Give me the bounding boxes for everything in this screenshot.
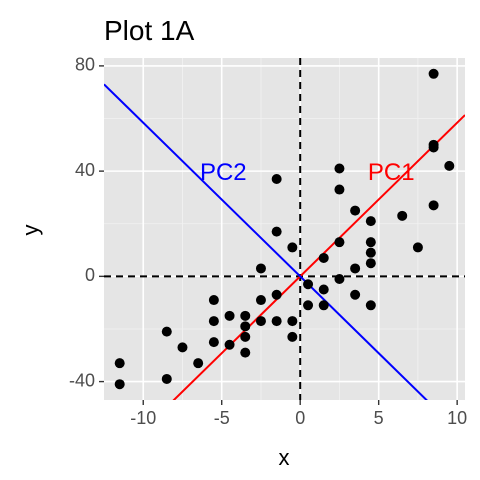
data-point [240,310,251,321]
x-tick-label: -5 [214,408,230,428]
pc1-line [172,114,465,400]
data-point [318,252,329,263]
data-point [287,331,298,342]
data-point [365,237,376,248]
x-tick-label: -10 [130,408,156,428]
x-tick-label: 10 [447,408,467,428]
data-point [240,321,251,332]
data-point [255,316,266,327]
y-tick-label: 0 [85,265,95,285]
data-point [303,300,314,311]
y-tick-label: 80 [75,55,95,75]
data-point [177,342,188,353]
data-point [271,316,282,327]
y-tick-label: -40 [69,370,95,390]
data-point [350,263,361,274]
x-tick-label: 0 [295,408,305,428]
data-point [193,358,204,369]
data-point [224,310,235,321]
data-point [287,242,298,253]
x-axis-title: x [279,445,290,470]
data-point [318,300,329,311]
data-point [161,373,172,384]
data-point [365,216,376,227]
data-point [397,210,408,221]
panel-content: PC1 PC2 [104,58,465,400]
data-point [365,247,376,258]
data-point [444,160,455,171]
data-point [350,289,361,300]
panel-background [104,58,465,400]
data-point [271,174,282,185]
data-point [271,226,282,237]
data-point [365,300,376,311]
data-point [208,337,219,348]
data-point [240,347,251,358]
data-point [161,326,172,337]
data-point [365,258,376,269]
data-point [334,163,345,174]
plot-panel: PC1 PC2 [104,58,465,400]
y-axis-title: y [18,225,43,236]
data-point [334,273,345,284]
data-point [334,237,345,248]
data-point [114,379,125,390]
data-point [114,358,125,369]
y-axis: -40 0 40 80 [69,55,104,390]
data-point [208,316,219,327]
data-point [428,68,439,79]
data-point [428,139,439,150]
pc1-label: PC1 [368,159,415,186]
data-point [271,289,282,300]
data-point [303,279,314,290]
x-axis: -10 -5 0 5 10 [130,400,467,428]
data-point [224,339,235,350]
data-point [334,184,345,195]
data-point [255,263,266,274]
data-point [412,242,423,253]
chart-title: Plot 1A [104,15,195,46]
y-tick-label: 40 [75,160,95,180]
data-point [318,284,329,295]
x-tick-label: 5 [374,408,384,428]
data-point [208,295,219,306]
data-point [255,295,266,306]
pc2-label: PC2 [200,159,247,186]
data-point [240,331,251,342]
data-point [428,200,439,211]
data-point [287,316,298,327]
data-point [350,205,361,216]
pc2-line [104,83,428,400]
